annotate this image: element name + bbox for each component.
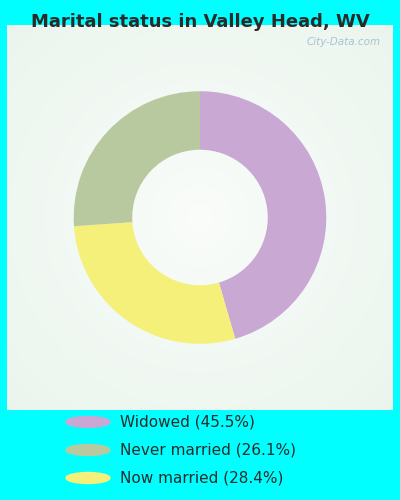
Circle shape — [0, 0, 400, 436]
Circle shape — [0, 8, 400, 427]
Circle shape — [0, 0, 400, 459]
Circle shape — [114, 131, 286, 304]
Circle shape — [132, 149, 268, 286]
Circle shape — [127, 144, 273, 290]
Circle shape — [0, 4, 400, 432]
Circle shape — [4, 22, 396, 413]
Circle shape — [40, 58, 360, 377]
Circle shape — [127, 144, 273, 290]
Circle shape — [77, 94, 323, 340]
Text: Never married (26.1%): Never married (26.1%) — [120, 442, 296, 458]
Text: City-Data.com: City-Data.com — [307, 36, 381, 46]
Circle shape — [27, 44, 373, 391]
Circle shape — [136, 154, 264, 282]
Circle shape — [4, 22, 396, 413]
Circle shape — [0, 0, 400, 454]
Circle shape — [150, 168, 250, 268]
Circle shape — [36, 54, 364, 382]
Circle shape — [0, 0, 400, 477]
Circle shape — [66, 444, 110, 456]
Circle shape — [0, 0, 400, 440]
Circle shape — [0, 0, 400, 450]
Circle shape — [0, 17, 400, 418]
Circle shape — [95, 112, 305, 322]
Circle shape — [40, 58, 360, 377]
Circle shape — [0, 0, 400, 459]
Circle shape — [154, 172, 246, 263]
Circle shape — [59, 76, 341, 358]
Circle shape — [0, 0, 400, 450]
FancyBboxPatch shape — [8, 25, 392, 410]
Circle shape — [136, 154, 264, 282]
Circle shape — [0, 17, 400, 418]
Circle shape — [196, 213, 204, 222]
Circle shape — [154, 172, 246, 263]
Circle shape — [168, 186, 232, 250]
Circle shape — [182, 200, 218, 235]
Circle shape — [159, 176, 241, 258]
Circle shape — [196, 213, 204, 222]
Text: Now married (28.4%): Now married (28.4%) — [120, 470, 283, 486]
Circle shape — [150, 168, 250, 268]
Circle shape — [86, 104, 314, 332]
Circle shape — [109, 126, 291, 308]
Circle shape — [0, 0, 400, 464]
Circle shape — [9, 26, 391, 409]
Circle shape — [0, 0, 400, 440]
Circle shape — [50, 67, 350, 368]
Circle shape — [22, 40, 378, 395]
Circle shape — [0, 0, 400, 446]
Wedge shape — [200, 91, 326, 339]
Circle shape — [191, 208, 209, 226]
Circle shape — [122, 140, 278, 295]
Circle shape — [141, 158, 259, 276]
Circle shape — [177, 194, 223, 240]
Circle shape — [18, 36, 382, 400]
Circle shape — [141, 158, 259, 276]
Circle shape — [36, 54, 364, 382]
Text: Marital status in Valley Head, WV: Marital status in Valley Head, WV — [31, 13, 369, 31]
Circle shape — [104, 122, 296, 313]
Circle shape — [0, 0, 400, 454]
Circle shape — [18, 36, 382, 400]
Circle shape — [0, 12, 400, 422]
Circle shape — [0, 8, 400, 427]
Circle shape — [0, 0, 400, 482]
Circle shape — [118, 136, 282, 300]
Circle shape — [45, 62, 355, 372]
Circle shape — [186, 204, 214, 231]
Circle shape — [132, 149, 268, 286]
Circle shape — [63, 81, 337, 354]
Circle shape — [86, 104, 314, 332]
Circle shape — [22, 40, 378, 395]
Wedge shape — [74, 222, 235, 344]
Circle shape — [0, 0, 400, 472]
Circle shape — [72, 90, 328, 345]
Circle shape — [0, 0, 400, 468]
Wedge shape — [74, 91, 200, 226]
Circle shape — [32, 49, 368, 386]
Circle shape — [173, 190, 227, 245]
Circle shape — [118, 136, 282, 300]
Circle shape — [100, 118, 300, 318]
Circle shape — [82, 99, 318, 336]
Text: Widowed (45.5%): Widowed (45.5%) — [120, 414, 255, 430]
Circle shape — [27, 44, 373, 391]
Circle shape — [0, 0, 400, 436]
Circle shape — [145, 163, 255, 272]
Circle shape — [66, 472, 110, 484]
Circle shape — [66, 416, 110, 428]
Circle shape — [122, 140, 278, 295]
Circle shape — [68, 86, 332, 349]
Circle shape — [145, 163, 255, 272]
Circle shape — [0, 4, 400, 432]
Circle shape — [50, 67, 350, 368]
Circle shape — [0, 12, 400, 422]
Circle shape — [59, 76, 341, 358]
Circle shape — [0, 0, 400, 482]
Circle shape — [159, 176, 241, 258]
Circle shape — [191, 208, 209, 226]
Circle shape — [186, 204, 214, 231]
Circle shape — [168, 186, 232, 250]
